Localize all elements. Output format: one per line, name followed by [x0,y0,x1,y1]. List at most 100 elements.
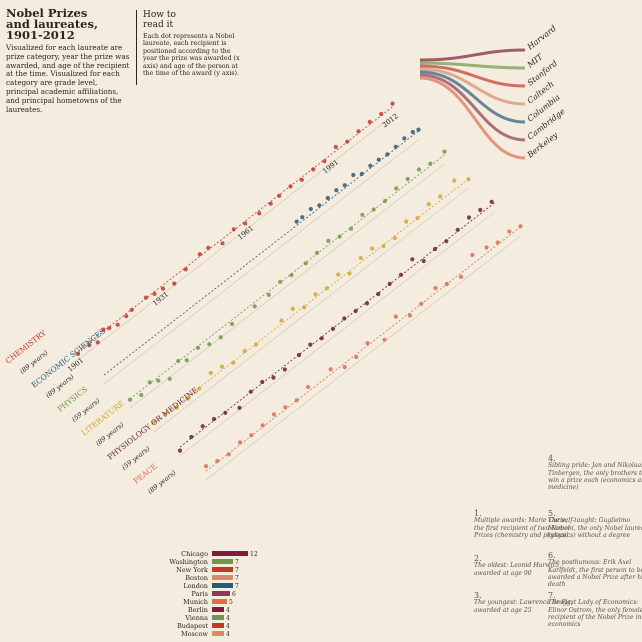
how-to-title-line-2: read it [143,19,174,30]
note-2-num: 2. [474,554,482,563]
laureate-dot-3-3 [185,396,191,401]
laureate-dot-2-2 [147,380,152,385]
laureate-dot-0-2 [95,340,100,345]
hometown-total-3: 7 [235,575,239,582]
laureate-dot-4-1 [189,434,194,440]
laureate-dot-3-11 [290,306,295,311]
university-flow-6 [419,76,526,160]
note-3: 3. The youngest: Lawrence Bragg, awarded … [474,591,578,614]
laureate-dot-4-26 [478,207,483,213]
laureate-dot-5-7 [283,405,288,410]
laureate-dot-1-7 [351,172,356,178]
laureate-dot-1-3 [317,203,322,208]
laureate-dot-2-20 [360,212,365,217]
laureate-dot-3-16 [347,271,352,276]
intro-text: Visualized for each laureate are prize c… [6,43,130,114]
laureate-dot-5-9 [305,384,311,390]
note-5: 5. The self-taught: Guglielmo Marconi, th… [548,509,642,539]
band-baseline-3 [153,187,469,433]
laureate-dot-4-7 [260,379,265,385]
laureate-dot-2-15 [303,261,308,266]
laureate-dot-2-10 [229,321,235,327]
laureate-dot-3-12 [302,305,307,310]
laureate-dot-0-27 [356,129,361,134]
note-1-num: 1. [474,509,482,518]
laureate-dot-1-4 [325,195,330,201]
laureate-dot-0-21 [288,184,293,189]
hometown-total-4: 7 [235,583,239,590]
laureate-dot-4-10 [296,352,302,358]
hometown-total-8: 4 [226,615,230,622]
laureate-dot-5-4 [249,433,254,438]
band-baseline-4 [179,211,495,457]
laureate-dot-1-10 [376,157,381,162]
laureate-dot-5-8 [294,398,299,403]
laureate-dot-4-8 [271,375,276,380]
hometown-total-7: 4 [226,607,230,614]
hometown-bar-3 [212,575,233,580]
laureate-dot-2-16 [314,250,320,255]
hometown-bar-0 [212,551,248,556]
laureate-dot-0-30 [390,101,395,106]
laureate-dot-0-4 [107,326,112,331]
band-baseline-0 [77,115,393,361]
laureate-dot-4-12 [319,336,324,341]
note-1: 1. Multiple awards: Marie Curie, the firs… [474,509,578,539]
title-line-1: Nobel Prizes [6,6,88,20]
laureate-dot-0-19 [268,201,273,206]
laureate-dot-5-0 [203,464,209,469]
laureate-dot-4-27 [489,199,494,204]
laureate-dot-2-0 [127,397,133,402]
laureate-dot-1-11 [385,152,390,157]
laureate-dot-2-17 [326,238,331,243]
note-3-num: 3. [474,591,482,600]
note-6-text: The posthumous: Erik Axel Karlfeldt, the… [548,559,642,589]
note-6: 6. The posthumous: Erik Axel Karlfeldt, t… [548,551,642,589]
laureate-dot-5-6 [271,412,277,417]
laureate-dot-3-22 [415,216,420,221]
laureate-dot-4-25 [466,215,472,220]
how-to-title-line-1: How to [143,10,176,20]
hometown-label-0: Chicago [181,550,208,558]
hometown-label-4: London [183,582,208,590]
laureate-dot-5-11 [342,365,347,370]
hometown-total-10: 4 [226,631,230,638]
note-5-num: 5. [548,509,556,518]
laureate-dot-4-18 [387,281,392,286]
laureate-dot-0-22 [299,177,304,182]
band-baseline-1 [103,139,419,385]
laureate-dot-5-3 [237,440,243,445]
note-2-text: The oldest: Leonid Hurwicz, awarded at a… [474,562,562,577]
laureate-dot-5-17 [419,301,424,306]
laureate-dot-3-18 [370,246,375,251]
laureate-dot-3-0 [151,419,157,424]
laureate-dot-0-16 [231,227,236,232]
laureate-dot-4-6 [248,389,253,394]
laureate-dot-2-3 [156,378,161,383]
laureate-dot-4-24 [455,227,460,232]
laureate-dot-2-1 [139,392,144,398]
laureate-dot-5-22 [484,245,489,250]
hometown-label-1: Washington [169,558,208,566]
laureate-dot-0-13 [197,252,202,257]
laureate-dot-0-15 [220,241,225,246]
note-3-text: The youngest: Lawrence Bragg, awarded at… [474,599,573,614]
laureate-dot-2-14 [289,273,294,278]
laureate-dot-3-20 [392,235,397,241]
laureate-dot-3-8 [242,348,247,354]
laureate-dot-4-4 [223,410,228,415]
hometown-bar-8 [212,615,224,620]
laureate-dot-2-23 [394,186,399,191]
laureate-dot-0-9 [152,291,157,296]
laureate-dot-1-9 [368,163,373,168]
laureate-dot-4-11 [308,342,313,347]
laureate-dot-0-11 [172,281,177,286]
note-7-text: The First Lady of Economics: Elinor Ostr… [548,599,642,629]
laureate-dot-0-7 [129,307,134,312]
university-flow-0 [419,48,526,62]
laureate-dot-3-1 [163,412,168,417]
laureate-dot-5-20 [458,274,464,279]
laureate-dot-2-8 [207,342,212,347]
hometown-label-2: New York [176,566,208,574]
